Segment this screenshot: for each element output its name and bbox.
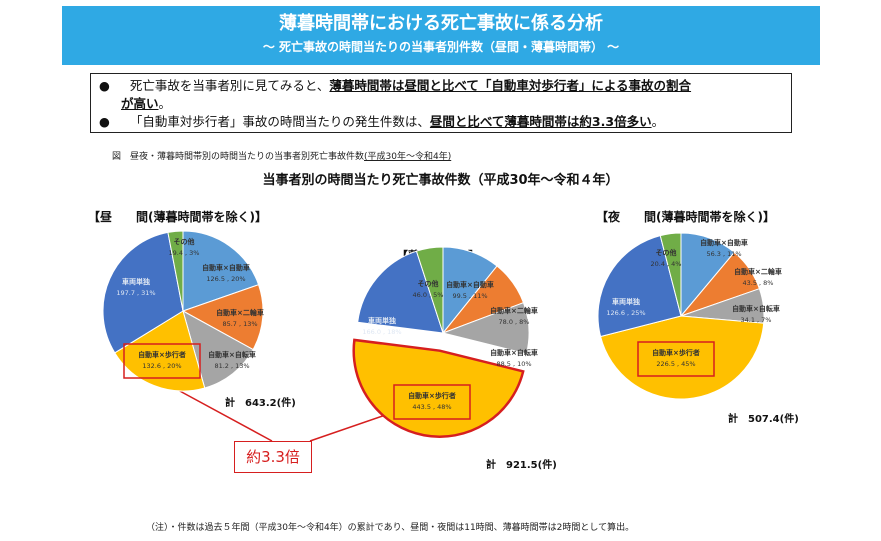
slice-name-label: その他: [174, 237, 195, 246]
summary-text: 。: [651, 114, 665, 129]
pie-day-slice-3: [114, 310, 206, 392]
pie-dusk-label-3: 自動車×歩行者 443.5 , 48%: [393, 384, 471, 420]
slice-name-label: 自動車×自動車: [202, 263, 250, 272]
slice-value-label: 126.6 , 25%: [606, 309, 645, 317]
slice-name-label: 自動車×歩行者: [652, 348, 700, 357]
slice-name-label: その他: [418, 279, 439, 288]
figure-caption: 図 昼夜・薄暮時間帯別の時間当たりの当事者別死亡事故件数(平成30年～令和4年): [112, 149, 451, 162]
pie-day-label-5: その他 19.4 , 3%: [169, 237, 200, 257]
slice-value-label: 85.7 , 13%: [222, 320, 257, 328]
pie-night-total: 計 507.4(件): [728, 414, 799, 425]
pie-night-slice-3: [599, 315, 765, 400]
pie-day-total: 計 643.2(件): [225, 398, 296, 409]
pie-dusk-highlight-box: [393, 384, 471, 420]
slice-value-label: 20.4 , 4%: [651, 260, 682, 268]
summary-box: ● 死亡事故を当事者別に見てみると、薄暮時間帯は昼間と比べて「自動車対歩行者」に…: [90, 73, 792, 133]
summary-line-1: ● 死亡事故を当事者別に見てみると、薄暮時間帯は昼間と比べて「自動車対歩行者」に…: [99, 77, 691, 95]
pie-day-label-2: 自動車×自転車 81.2 , 13%: [208, 350, 256, 370]
page-title: 薄暮時間帯における死亡事故に係る分析: [279, 13, 603, 34]
slice-name-label: 自動車×二輪車: [216, 308, 264, 317]
pie-day-label-4: 車両単独 197.7 , 31%: [116, 277, 155, 297]
pie-night-label-4: 車両単独 126.6 , 25%: [606, 297, 645, 317]
slice-value-label: 34.1 , 7%: [741, 316, 772, 324]
pie-night-slice-5: [659, 232, 682, 317]
slice-value-label: 19.4 , 3%: [169, 249, 200, 257]
slice-value-label: 126.5 , 20%: [206, 275, 245, 283]
slice-value-label: 56.3 , 11%: [706, 250, 741, 258]
slice-value-label: 226.5 , 45%: [656, 360, 695, 368]
pie-dusk-slice-5: [415, 246, 444, 334]
pie-day-slice-1: [181, 284, 264, 351]
connector-left: [164, 382, 273, 442]
slice-name-label: 自動車×自動車: [700, 238, 748, 247]
pie-night-slice-4: [597, 235, 682, 338]
slice-name-label: 自動車×歩行者: [408, 391, 456, 400]
pie-dusk-label-1: 自動車×二輪車 78.0 , 8%: [490, 306, 538, 326]
pie-day-label-3: 自動車×歩行者 132.6 , 20%: [123, 343, 201, 379]
pie-dusk-slice-2: [441, 302, 530, 355]
pie-day-highlight-box: [123, 343, 201, 379]
caption-period: (平成30年～令和4年): [364, 152, 452, 162]
slice-value-label: 43.5 , 8%: [743, 279, 774, 287]
summary-text: 死亡事故を当事者別に見てみると、: [129, 78, 330, 93]
slice-value-label: 197.7 , 31%: [116, 289, 155, 297]
page-subtitle: ～ 死亡事故の時間当たりの当事者別件数（昼間・薄暮時間帯） ～: [262, 40, 620, 54]
summary-emphasis: が高い: [121, 96, 159, 111]
pie-day-slice-5: [167, 230, 184, 312]
pie-night-label-1: 自動車×二輪車 43.5 , 8%: [734, 267, 782, 287]
summary-text: 。: [158, 96, 172, 111]
summary-emphasis: 薄暮時間帯は昼間と比べて「自動車対歩行者」による事故の割合: [329, 78, 692, 93]
pie-dusk-slice-4: [357, 250, 444, 334]
ratio-callout: 約3.3倍: [234, 441, 312, 473]
slice-name-label: 車両単独: [122, 277, 150, 286]
slice-name-label: 車両単独: [612, 297, 640, 306]
pie-night-highlight-box: [637, 341, 715, 377]
slice-name-label: 自動車×自転車: [490, 348, 538, 357]
summary-line-2: が高い。: [121, 95, 171, 113]
pie-night-title: 【夜 間(薄暮時間帯を除く)】: [596, 210, 775, 224]
slice-value-label: 78.0 , 8%: [499, 318, 530, 326]
slice-value-label: 46.0 , 5%: [413, 291, 444, 299]
pie-dusk-label-4: 車両単独 166.0 , 18%: [362, 316, 401, 336]
summary-text: 「自動車対歩行者」事故の時間当たりの発生件数は、: [129, 114, 430, 129]
summary-line-3: ● 「自動車対歩行者」事故の時間当たりの発生件数は、昼間と比べて薄暮時間帯は約3…: [99, 113, 664, 131]
slice-name-label: 車両単独: [368, 316, 396, 325]
slice-name-label: 自動車×二輪車: [490, 306, 538, 315]
slice-name-label: 自動車×自動車: [446, 280, 494, 289]
slice-name-label: 自動車×自転車: [732, 304, 780, 313]
slice-value-label: 81.2 , 13%: [214, 362, 249, 370]
summary-emphasis: 昼間と比べて薄暮時間帯は約3.3倍多い: [429, 114, 652, 129]
pie-day-label-0: 自動車×自動車 126.5 , 20%: [202, 263, 250, 283]
pie-day-title: 【昼 間(薄暮時間帯を除く)】: [88, 210, 267, 224]
pie-day-label-1: 自動車×二輪車 85.7 , 13%: [216, 308, 264, 328]
slice-name-label: 自動車×二輪車: [734, 267, 782, 276]
header-banner: 薄暮時間帯における死亡事故に係る分析 ～ 死亡事故の時間当たりの当事者別件数（昼…: [62, 6, 820, 65]
slice-name-label: 自動車×自転車: [208, 350, 256, 359]
slice-value-label: 88.5 , 10%: [496, 360, 531, 368]
pie-dusk-total: 計 921.5(件): [486, 460, 557, 471]
pie-night-label-0: 自動車×自動車 56.3 , 11%: [700, 238, 748, 258]
pie-dusk-label-5: その他 46.0 , 5%: [413, 279, 444, 299]
caption-text: 図 昼夜・薄暮時間帯別の時間当たりの当事者別死亡事故件数: [112, 152, 365, 162]
slice-value-label: 99.5 , 11%: [452, 292, 487, 300]
slice-value-label: 443.5 , 48%: [412, 403, 451, 411]
slice-value-label: 166.0 , 18%: [362, 328, 401, 336]
pie-night-label-5: その他 20.4 , 4%: [651, 248, 682, 268]
pie-dusk-label-0: 自動車×自動車 99.5 , 11%: [446, 280, 494, 300]
slice-name-label: その他: [656, 248, 677, 257]
figure-title: 当事者別の時間当たり死亡事故件数（平成30年～令和４年）: [262, 173, 619, 188]
pie-day-slice-4: [102, 231, 184, 354]
bullet-icon: ●: [99, 114, 110, 129]
slice-value-label: 132.6 , 20%: [142, 362, 181, 370]
footnote: （注）・件数は過去５年間（平成30年～令和4年）の累計であり、昼間・夜間は11時…: [146, 523, 635, 533]
slice-name-label: 自動車×歩行者: [138, 350, 186, 359]
pie-night-label-2: 自動車×自転車 34.1 , 7%: [732, 304, 780, 324]
pie-dusk-slice-3: [352, 338, 525, 438]
pie-dusk-label-2: 自動車×自転車 88.5 , 10%: [490, 348, 538, 368]
pie-night-label-3: 自動車×歩行者 226.5 , 45%: [637, 341, 715, 377]
bullet-icon: ●: [99, 78, 110, 93]
